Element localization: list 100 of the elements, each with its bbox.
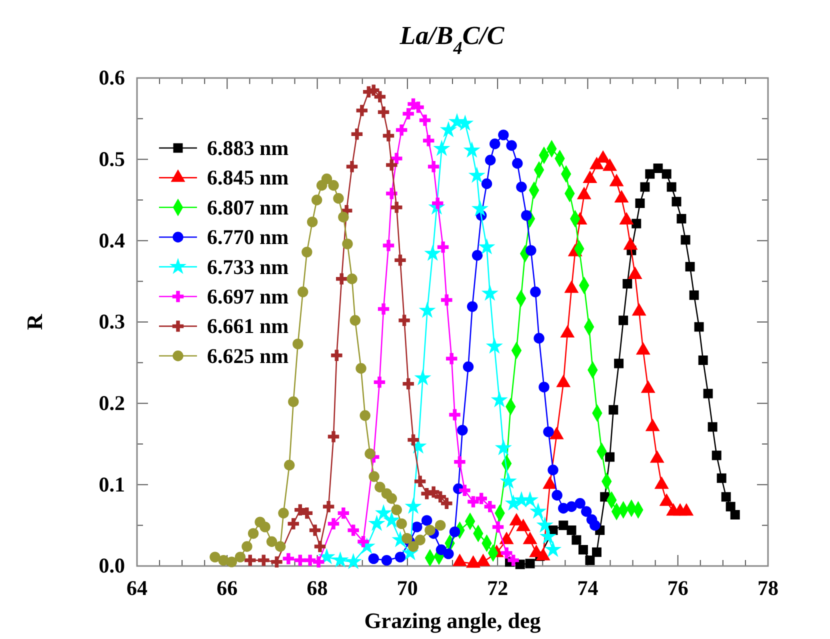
x-tick-label: 68 xyxy=(306,576,328,600)
point xyxy=(428,161,440,172)
point xyxy=(449,526,460,538)
point xyxy=(368,471,380,482)
point xyxy=(282,553,294,564)
point xyxy=(378,303,390,315)
point xyxy=(260,522,270,532)
point xyxy=(440,121,457,138)
point xyxy=(350,315,360,326)
point xyxy=(311,194,322,206)
point xyxy=(342,238,353,250)
point xyxy=(278,508,289,518)
point xyxy=(294,504,306,516)
point xyxy=(515,560,525,570)
y-tick-label: 0.6 xyxy=(98,66,125,90)
point xyxy=(402,108,414,120)
point xyxy=(428,486,440,498)
point xyxy=(566,501,577,512)
point xyxy=(381,554,392,566)
point xyxy=(351,128,363,140)
point xyxy=(490,138,500,150)
legend-label: 6.883 nm xyxy=(207,136,290,160)
point xyxy=(328,518,340,530)
point xyxy=(666,182,676,192)
point xyxy=(309,524,321,536)
point xyxy=(471,200,489,216)
x-tick-label: 78 xyxy=(758,576,778,600)
point xyxy=(423,135,434,146)
point xyxy=(402,378,414,390)
point xyxy=(672,196,682,206)
point xyxy=(544,540,562,557)
point xyxy=(266,536,278,547)
point xyxy=(306,216,318,228)
point xyxy=(543,426,554,438)
y-tick-label: 0.2 xyxy=(98,391,125,416)
point xyxy=(585,556,595,566)
point xyxy=(689,290,699,300)
point xyxy=(356,104,368,116)
point xyxy=(522,491,539,508)
point xyxy=(449,409,460,420)
point xyxy=(468,496,479,508)
point xyxy=(712,450,722,460)
point xyxy=(292,338,304,350)
point xyxy=(412,522,422,532)
point xyxy=(525,558,535,568)
point xyxy=(614,358,624,368)
point xyxy=(421,515,432,526)
point xyxy=(506,140,517,151)
point xyxy=(419,114,431,126)
point xyxy=(284,460,295,470)
point xyxy=(472,250,483,261)
point xyxy=(346,161,358,172)
point xyxy=(530,502,547,519)
point xyxy=(462,361,474,372)
point xyxy=(500,547,512,559)
x-tick-label: 76 xyxy=(667,576,688,600)
point xyxy=(521,210,532,221)
point xyxy=(548,464,558,476)
point xyxy=(485,154,496,166)
point xyxy=(294,554,306,566)
point xyxy=(605,452,615,462)
point xyxy=(333,193,344,204)
point xyxy=(368,553,379,564)
point xyxy=(516,182,527,192)
point xyxy=(538,382,550,392)
y-tick-label: 0.4 xyxy=(98,228,126,252)
point xyxy=(694,322,704,332)
point xyxy=(443,548,454,560)
point xyxy=(391,504,402,516)
point xyxy=(344,552,362,570)
point xyxy=(332,551,349,568)
point xyxy=(244,554,256,566)
point xyxy=(698,355,708,365)
point xyxy=(248,528,259,539)
legend-label: 6.807 nm xyxy=(207,195,290,220)
point xyxy=(468,166,486,183)
point xyxy=(459,484,470,496)
point xyxy=(526,245,536,256)
point xyxy=(364,448,376,460)
point xyxy=(653,164,663,174)
point xyxy=(534,332,544,344)
point xyxy=(322,501,334,512)
point xyxy=(288,396,299,408)
point xyxy=(226,556,237,568)
x-tick-label: 72 xyxy=(487,576,508,600)
point xyxy=(716,473,726,483)
point xyxy=(382,130,394,142)
chart-title: La/B$_{4}$C/C xyxy=(398,21,505,58)
point xyxy=(424,524,436,536)
point xyxy=(391,152,402,164)
point xyxy=(328,180,339,191)
point xyxy=(530,286,541,298)
point xyxy=(566,525,576,535)
point xyxy=(463,141,480,158)
point xyxy=(592,547,602,557)
point xyxy=(336,273,348,285)
point xyxy=(424,244,442,261)
point xyxy=(383,512,400,528)
y-tick-label: 0.0 xyxy=(98,554,125,578)
point xyxy=(441,498,452,509)
